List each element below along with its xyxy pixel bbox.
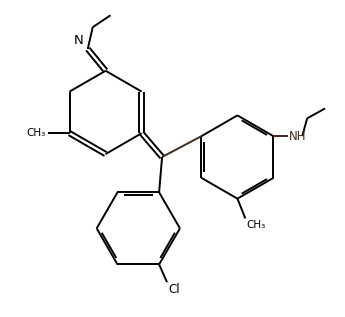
Text: Cl: Cl [168,283,180,296]
Text: N: N [74,34,84,47]
Text: CH₃: CH₃ [27,128,46,138]
Text: CH₃: CH₃ [246,220,266,230]
Text: NH: NH [289,130,307,143]
